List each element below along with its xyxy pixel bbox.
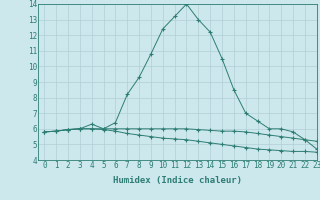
- X-axis label: Humidex (Indice chaleur): Humidex (Indice chaleur): [113, 176, 242, 185]
